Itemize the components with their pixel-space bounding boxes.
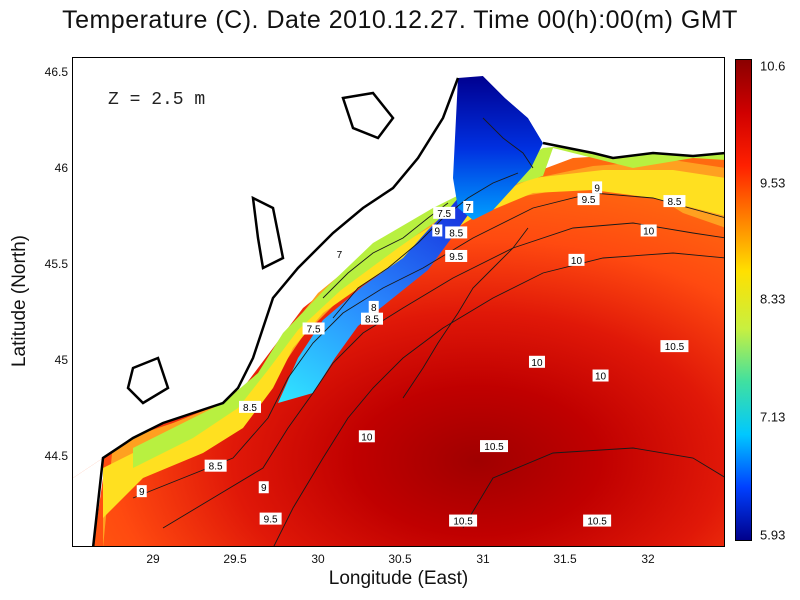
y-tick-label: 46 xyxy=(54,161,68,175)
contour-label: 10.5 xyxy=(480,440,509,453)
contour-label: 10.5 xyxy=(583,514,612,528)
svg-text:10: 10 xyxy=(361,432,373,443)
chart-title: Temperature (C). Date 2010.12.27. Time 0… xyxy=(62,6,738,34)
sst-warm-field xyxy=(73,153,724,546)
svg-text:10.5: 10.5 xyxy=(587,517,607,528)
svg-text:7.5: 7.5 xyxy=(437,209,451,220)
contour-label: 7 xyxy=(463,200,474,214)
contour-label: 9 xyxy=(592,181,603,194)
contour-label: 7.5 xyxy=(433,206,456,220)
contour-line xyxy=(402,227,529,399)
x-axis-label: Longitude (East) xyxy=(328,568,469,589)
y-tick-label: 45 xyxy=(54,353,68,367)
svg-text:8: 8 xyxy=(371,303,377,314)
contour-label: 10 xyxy=(568,253,585,267)
x-tick-label: 30 xyxy=(311,552,325,566)
svg-text:10.5: 10.5 xyxy=(665,342,685,353)
svg-text:9.5: 9.5 xyxy=(582,195,596,206)
contour-label: 9 xyxy=(258,481,269,494)
contour-line xyxy=(482,117,534,169)
contour-label: 9.5 xyxy=(577,193,600,206)
contour-label: 8.5 xyxy=(445,226,468,239)
coastline-lagoon-2 xyxy=(126,356,170,405)
coastline-west xyxy=(91,77,460,546)
contour-label: 8.5 xyxy=(238,400,261,414)
svg-text:8.5: 8.5 xyxy=(667,197,681,208)
contour-label: 9.5 xyxy=(259,512,282,526)
svg-text:9.5: 9.5 xyxy=(264,515,278,526)
depth-label: Z = 2.5 m xyxy=(108,90,206,110)
contour-label: 8.5 xyxy=(663,195,686,208)
contour-label: 10.5 xyxy=(660,340,689,353)
svg-text:10: 10 xyxy=(595,372,607,383)
colorbar-tick-label: 10.6 xyxy=(760,58,786,74)
svg-text:9: 9 xyxy=(594,183,600,194)
sst-cold-north xyxy=(453,76,543,220)
svg-text:8.5: 8.5 xyxy=(243,403,257,414)
svg-text:9: 9 xyxy=(435,226,441,237)
svg-text:10.5: 10.5 xyxy=(484,442,504,453)
x-tick-label: 29.5 xyxy=(223,552,247,566)
sst-green-band xyxy=(133,143,724,468)
contour-label: 7 xyxy=(334,248,345,261)
contour-label: 8.5 xyxy=(204,459,227,473)
svg-text:9: 9 xyxy=(261,483,267,494)
coastline-north xyxy=(542,141,724,160)
svg-text:10: 10 xyxy=(531,358,543,369)
y-tick-label: 46.5 xyxy=(44,65,68,79)
svg-text:10: 10 xyxy=(571,256,583,267)
svg-text:10.5: 10.5 xyxy=(453,517,473,528)
svg-text:7: 7 xyxy=(465,203,471,214)
x-tick-label: 29 xyxy=(146,552,160,566)
coastline-lagoon-1 xyxy=(341,91,395,140)
plot-area: 7.5 7 9 8.5 9 9.5 8.5 10 7 9.5 10 8 8.5 7.5 10.5 10 10 8.… xyxy=(72,57,725,547)
svg-text:7.5: 7.5 xyxy=(307,324,321,335)
sst-cold-west xyxy=(278,178,483,403)
contour-line xyxy=(273,252,724,546)
contour-label: 10 xyxy=(592,369,609,383)
contour-label: 9.5 xyxy=(445,249,468,263)
svg-text:9.5: 9.5 xyxy=(449,252,463,263)
svg-text:8.5: 8.5 xyxy=(449,228,463,239)
svg-text:8.5: 8.5 xyxy=(365,315,379,326)
x-tick-label: 30.5 xyxy=(388,552,412,566)
y-tick-label: 44.5 xyxy=(44,449,68,463)
land-mask-north xyxy=(483,58,724,158)
contour-label: 8.5 xyxy=(361,312,384,326)
contour-label: 9 xyxy=(136,485,147,498)
contour-line xyxy=(332,172,519,319)
contour-label: 7.5 xyxy=(302,322,325,335)
contour-label: 9 xyxy=(432,224,443,237)
colorbar xyxy=(735,59,752,541)
contour-label: 10 xyxy=(640,224,657,237)
sst-yellow-band xyxy=(103,170,724,518)
svg-text:10: 10 xyxy=(643,226,655,237)
svg-text:7: 7 xyxy=(337,250,343,261)
contour-label: 8 xyxy=(368,300,379,314)
y-axis-label: Latitude (North) xyxy=(9,235,30,368)
colorbar-tick-label: 7.13 xyxy=(760,409,786,425)
coastline-inlet xyxy=(251,195,285,270)
colorbar-tick-label: 5.93 xyxy=(760,527,786,543)
contour-label: 10 xyxy=(528,355,545,369)
contour-label: 10 xyxy=(358,430,375,443)
svg-text:9: 9 xyxy=(139,487,145,498)
contour-line xyxy=(462,447,724,529)
svg-text:8.5: 8.5 xyxy=(209,462,223,473)
contour-label: 10.5 xyxy=(449,514,478,528)
x-tick-label: 32 xyxy=(641,552,655,566)
x-tick-label: 31 xyxy=(476,552,490,566)
colorbar-tick-label: 9.53 xyxy=(760,175,786,191)
y-tick-label: 45.5 xyxy=(44,257,68,271)
colorbar-tick-label: 8.33 xyxy=(760,291,786,307)
x-tick-label: 31.5 xyxy=(553,552,577,566)
contour-line xyxy=(322,202,449,299)
